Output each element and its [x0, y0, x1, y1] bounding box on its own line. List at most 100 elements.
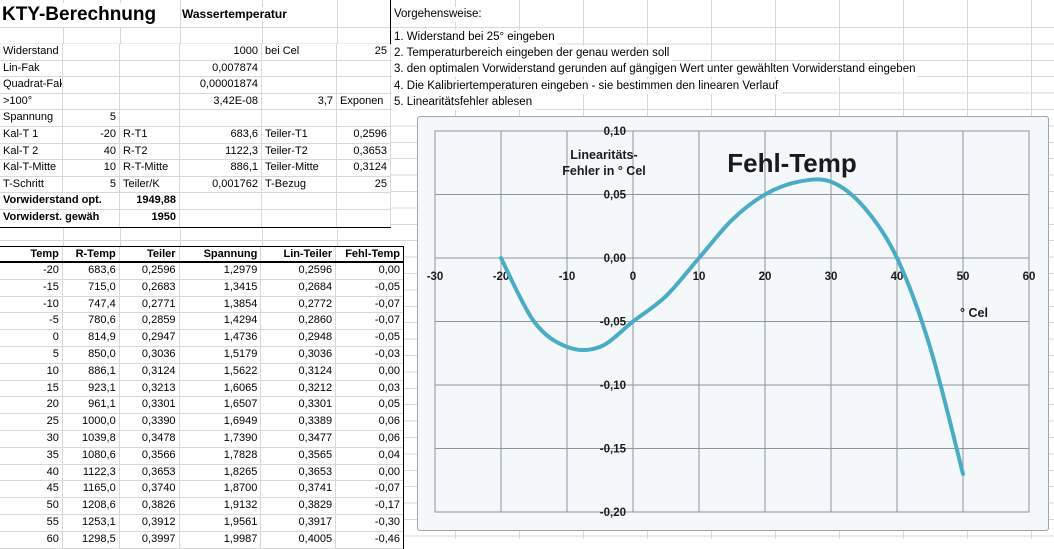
param-cell[interactable]: 3,42E-08 — [180, 93, 262, 111]
table-cell[interactable]: 35 — [0, 447, 63, 465]
param-cell[interactable] — [180, 209, 262, 227]
param-cell[interactable] — [262, 110, 337, 127]
table-cell[interactable]: 60 — [0, 531, 63, 549]
table-cell[interactable]: 0,2684 — [261, 279, 337, 297]
table-cell[interactable]: 747,4 — [62, 296, 120, 314]
table-cell[interactable]: 0,3912 — [119, 514, 180, 532]
table-cell[interactable]: 0,2948 — [261, 330, 337, 347]
table-cell[interactable]: 1,3415 — [179, 279, 262, 297]
instruction-step[interactable]: 5. Linearitätsfehler ablesen — [392, 95, 536, 111]
table-cell[interactable]: 0,2683 — [119, 279, 180, 297]
table-cell[interactable]: 0,3124 — [119, 363, 180, 381]
table-cell[interactable]: 1253,1 — [62, 514, 120, 532]
instructions-heading[interactable]: Vorgehensweise: — [392, 7, 485, 22]
table-cell[interactable]: 25 — [0, 414, 63, 431]
param-cell[interactable] — [337, 60, 391, 78]
param-cell[interactable] — [120, 110, 180, 127]
table-cell[interactable]: 1,9561 — [179, 514, 262, 532]
param-cell[interactable] — [262, 60, 337, 78]
sheet-subtitle[interactable]: Wassertemperatur — [182, 7, 290, 21]
table-cell[interactable]: 50 — [0, 498, 63, 515]
param-cell[interactable]: Teiler-Mitte — [262, 160, 337, 177]
param-cell[interactable] — [120, 44, 180, 61]
param-cell[interactable]: Vorwiderst. gewäh — [0, 209, 120, 227]
table-cell[interactable]: 0,3212 — [261, 380, 337, 398]
table-cell[interactable]: 0,3389 — [261, 414, 337, 431]
table-cell[interactable]: 20 — [0, 397, 63, 415]
param-cell[interactable]: 0,001762 — [180, 176, 262, 194]
param-cell[interactable]: 0,3124 — [337, 160, 391, 177]
param-cell[interactable]: Kal-T 1 — [0, 126, 63, 144]
table-cell[interactable]: 0 — [0, 330, 63, 347]
table-cell[interactable]: 0,2947 — [119, 330, 180, 347]
table-cell[interactable]: 0,2771 — [119, 296, 180, 314]
table-cell[interactable]: 0,2859 — [119, 313, 180, 331]
table-cell[interactable]: 1,5179 — [179, 346, 262, 364]
param-cell[interactable]: 25 — [337, 44, 391, 61]
instruction-step[interactable]: 2. Temperaturbereich eingeben der genau … — [392, 46, 673, 61]
table-cell[interactable]: 923,1 — [62, 380, 120, 398]
table-header-cell[interactable]: Lin-Teiler — [261, 247, 337, 261]
table-cell[interactable]: 1298,5 — [62, 531, 120, 549]
table-cell[interactable]: 0,3917 — [261, 514, 337, 532]
table-cell[interactable]: 0,3036 — [261, 346, 337, 364]
table-cell[interactable]: 10 — [0, 363, 63, 381]
param-cell[interactable]: 683,6 — [180, 126, 262, 144]
table-cell[interactable]: 1,7390 — [179, 430, 262, 448]
table-cell[interactable]: -20 — [0, 263, 63, 280]
param-cell[interactable]: R-T2 — [120, 143, 180, 161]
table-cell[interactable]: 1,8700 — [179, 481, 262, 499]
table-cell[interactable]: 1,6065 — [179, 380, 262, 398]
table-cell[interactable]: -0,17 — [336, 498, 403, 515]
table-cell[interactable]: 0,3997 — [119, 531, 180, 549]
table-cell[interactable]: 1,2979 — [179, 263, 262, 280]
param-cell[interactable] — [262, 193, 337, 210]
table-cell[interactable]: -10 — [0, 296, 63, 314]
param-cell[interactable] — [120, 93, 180, 111]
table-cell[interactable]: 1,8265 — [179, 464, 262, 482]
param-cell[interactable]: R-T-Mitte — [120, 160, 180, 177]
table-cell[interactable]: 40 — [0, 464, 63, 482]
param-cell[interactable]: 1122,3 — [180, 143, 262, 161]
table-cell[interactable]: 45 — [0, 481, 63, 499]
param-cell[interactable]: >100° — [0, 93, 63, 111]
param-cell[interactable]: T-Schritt — [0, 176, 63, 194]
param-cell[interactable]: Quadrat-Fak — [0, 77, 63, 94]
chart[interactable]: 0,10 0,05 0,00 -0,05 -0,10 -0,15 -0,20 -30 -20 -1… — [417, 116, 1049, 531]
param-cell[interactable]: Exponen — [337, 93, 391, 111]
table-cell[interactable]: 55 — [0, 514, 63, 532]
table-cell[interactable]: -15 — [0, 279, 63, 297]
table-cell[interactable]: 0,3301 — [119, 397, 180, 415]
table-cell[interactable]: -0,07 — [336, 297, 403, 314]
table-cell[interactable]: 1,4736 — [179, 330, 262, 347]
param-cell[interactable]: 0,2596 — [337, 126, 391, 144]
param-cell[interactable]: 0,007874 — [180, 60, 262, 78]
table-cell[interactable]: 0,3477 — [261, 430, 337, 448]
table-cell[interactable]: 1208,6 — [62, 498, 120, 515]
table-cell[interactable]: 0,3653 — [261, 464, 337, 482]
param-cell[interactable] — [337, 77, 391, 94]
table-cell[interactable]: -0,07 — [336, 313, 403, 331]
param-cell[interactable] — [262, 77, 337, 94]
table-cell[interactable]: 1,6507 — [179, 397, 262, 415]
param-cell[interactable]: 886,1 — [180, 160, 262, 177]
param-cell[interactable] — [337, 209, 391, 227]
table-cell[interactable]: 0,2772 — [261, 296, 337, 314]
param-cell[interactable]: 1000 — [180, 44, 262, 61]
table-cell[interactable]: 1,9987 — [179, 531, 262, 549]
param-cell[interactable]: R-T1 — [120, 126, 180, 144]
table-cell[interactable]: 1000,0 — [62, 414, 120, 431]
table-cell[interactable]: 1080,6 — [62, 447, 120, 465]
table-header-cell[interactable]: Spannung — [180, 247, 262, 261]
table-cell[interactable]: 0,3566 — [119, 447, 180, 465]
table-cell[interactable]: 0,3829 — [261, 498, 337, 515]
table-cell[interactable]: -0,07 — [336, 481, 403, 499]
param-cell[interactable]: 0,3653 — [337, 143, 391, 161]
table-cell[interactable]: -5 — [0, 313, 63, 331]
param-cell[interactable]: Teiler-T2 — [262, 143, 337, 161]
table-cell[interactable]: 0,06 — [336, 431, 403, 448]
param-cell[interactable]: 10 — [63, 160, 120, 177]
table-cell[interactable]: 0,3124 — [261, 363, 337, 381]
table-cell[interactable]: 0,00 — [336, 465, 403, 482]
table-cell[interactable]: 0,06 — [336, 414, 403, 431]
